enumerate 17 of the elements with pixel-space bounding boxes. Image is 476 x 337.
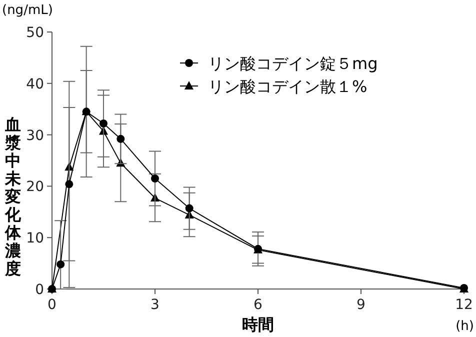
x-tick-label: 12 bbox=[455, 297, 473, 313]
x-axis-title: 時間 bbox=[242, 315, 274, 334]
text: (h) bbox=[456, 319, 474, 334]
x-tick-label: 6 bbox=[254, 297, 263, 313]
text: 血漿中未変化体濃度 bbox=[5, 115, 21, 278]
y-tick-label: 20 bbox=[26, 179, 44, 196]
x-tick-label: 0 bbox=[48, 297, 56, 313]
y-tick-label: 0 bbox=[35, 282, 44, 298]
legend-label: リン酸コデイン錠５mg bbox=[208, 54, 378, 73]
y-tick-label: 40 bbox=[26, 76, 44, 92]
y-tick-label: 50 bbox=[26, 25, 44, 41]
legend-label: リン酸コデイン散１% bbox=[208, 77, 368, 96]
y-tick-label: 30 bbox=[26, 128, 44, 144]
x-tick-label: 3 bbox=[150, 297, 160, 313]
x-tick-label: 9 bbox=[356, 297, 366, 313]
text: (ng/mL) bbox=[2, 3, 53, 18]
y-tick-label: 10 bbox=[26, 230, 44, 247]
